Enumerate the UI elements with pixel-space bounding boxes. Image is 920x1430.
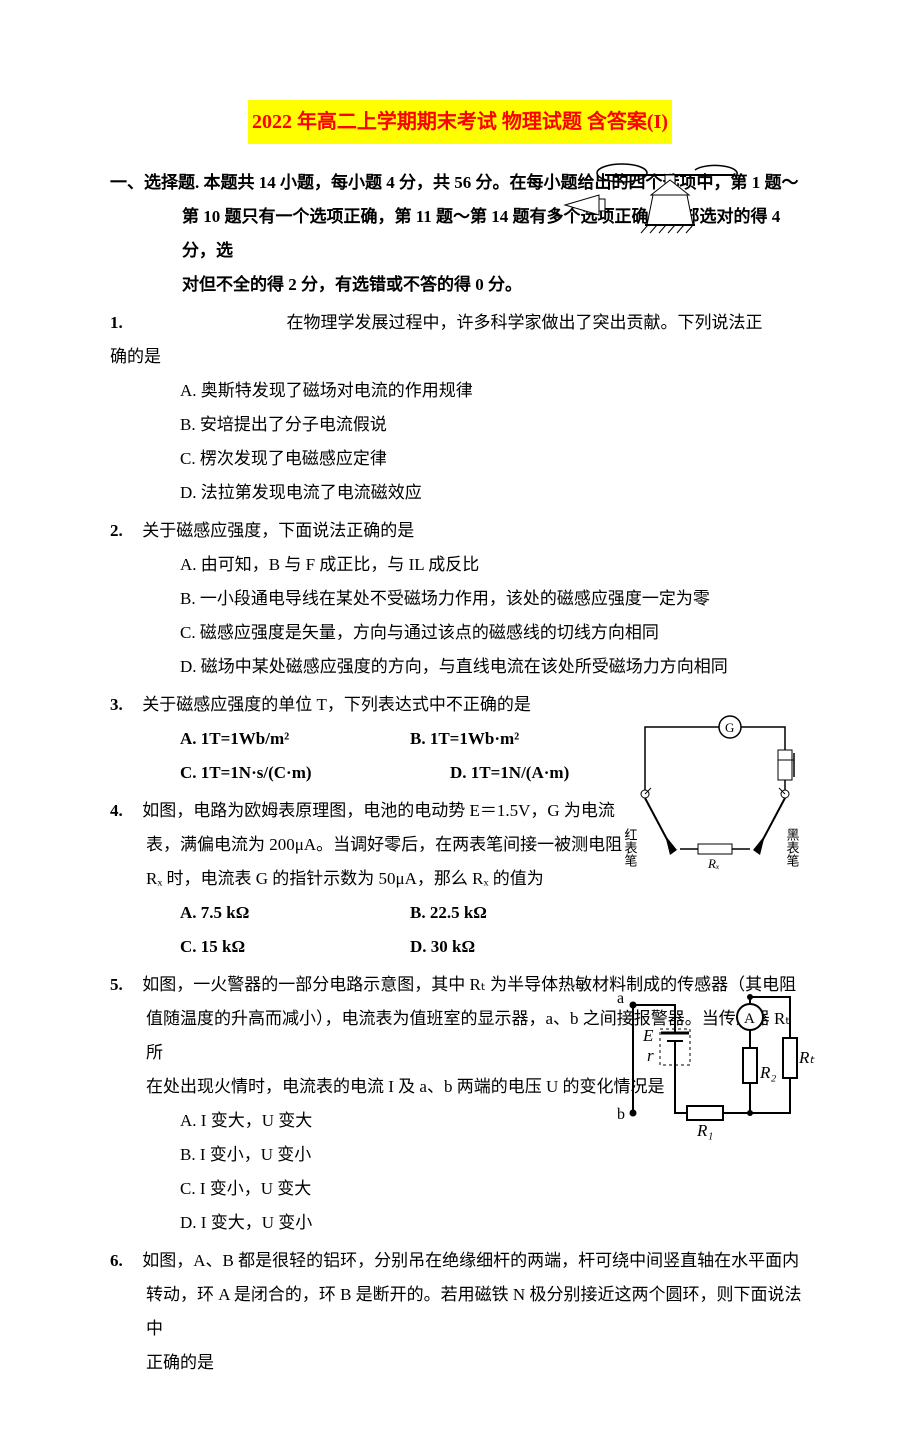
question-2: 2. 关于磁感应强度，下面说法正确的是 bbox=[110, 514, 810, 548]
question-6: 6. 如图，A、B 都是很轻的铝环，分别吊在绝缘细杆的两端，杆可绕中间竖直轴在水… bbox=[110, 1244, 810, 1278]
q2-num: 2. bbox=[110, 514, 138, 548]
q5Dt: D. I 变大，U 变小 bbox=[180, 1213, 312, 1232]
ohmmeter-circuit-icon: G 红表笔 黑表笔 Rₓ bbox=[630, 715, 810, 885]
figure-top-rings: S bbox=[575, 155, 755, 262]
q1-num: 1. bbox=[110, 306, 138, 340]
q2-optA: A. 由可知，B 与 F 成正比，与 IL 成反比 bbox=[110, 548, 810, 582]
q6-l1: 如图，A、B 都是很轻的铝环，分别吊在绝缘细杆的两端，杆可绕中间竖直轴在水平面内 bbox=[142, 1251, 799, 1270]
svg-text:b: b bbox=[617, 1106, 625, 1123]
svg-text:红表笔: 红表笔 bbox=[623, 827, 638, 867]
q1-text2: 确的是 bbox=[110, 340, 810, 374]
svg-text:Rₜ: Rₜ bbox=[798, 1048, 815, 1067]
q1-optD: D. 法拉第发现电流了电流磁效应 bbox=[110, 476, 810, 510]
q4-optA: A. 7.5 kΩ bbox=[180, 896, 410, 930]
q2-A-text: A. 由可知，B 与 F 成正比，与 IL 成反比 bbox=[180, 555, 479, 574]
q1-optB: B. 安培提出了分子电流假说 bbox=[110, 408, 810, 442]
q4-optB: B. 22.5 kΩ bbox=[410, 896, 640, 930]
section3-txt: 对但不全的得 2 分，有选错或不答的得 0 分。 bbox=[182, 275, 522, 294]
q2-optD: D. 磁场中某处磁感应强度的方向，与直线电流在该处所受磁场力方向相同 bbox=[110, 650, 810, 684]
q4l3t: Rₓ 时，电流表 G 的指针示数为 50μA，那么 Rₓ 的值为 bbox=[146, 869, 544, 888]
q6-num: 6. bbox=[110, 1244, 138, 1278]
q5-l1: 如图，一火警器的一部分电路示意图，其中 Rₜ 为半导体热敏材料制成的传感器（其电… bbox=[142, 975, 796, 994]
q3-text: 关于磁感应强度的单位 T，下列表达式中不正确的是 bbox=[142, 695, 531, 714]
q5-optD: D. I 变大，U 变小 bbox=[110, 1206, 810, 1240]
svg-text:R₁: R₁ bbox=[696, 1121, 713, 1140]
figure-q5: a E r b R₁ R₂ A Rₜ bbox=[615, 993, 810, 1150]
q6-l3: 正确的是 bbox=[110, 1346, 810, 1380]
svg-text:S: S bbox=[553, 207, 561, 222]
svg-text:E: E bbox=[642, 1026, 654, 1045]
q4-num: 4. bbox=[110, 794, 138, 828]
svg-text:Rₓ: Rₓ bbox=[707, 856, 720, 871]
svg-text:a: a bbox=[617, 990, 624, 1007]
exam-page: 2022 年高二上学期期末考试 物理试题 含答案(I) S 一、选择题. 本题共… bbox=[0, 0, 920, 1430]
q5-optC: C. I 变小，U 变大 bbox=[110, 1172, 810, 1206]
q6-l2: 转动，环 A 是闭合的，环 B 是断开的。若用磁铁 N 极分别接近这两个圆环，则… bbox=[110, 1278, 810, 1346]
q2-text: 关于磁感应强度，下面说法正确的是 bbox=[142, 521, 414, 540]
q4-row1: A. 7.5 kΩ B. 22.5 kΩ bbox=[110, 896, 810, 930]
q5Bt: B. I 变小，U 变小 bbox=[180, 1145, 311, 1164]
q3-optB: B. 1T=1Wb·m² bbox=[410, 722, 640, 756]
svg-text:R₂: R₂ bbox=[759, 1063, 776, 1082]
q4-optD: D. 30 kΩ bbox=[410, 930, 640, 964]
q1-text1: 在物理学发展过程中，许多科学家做出了突出贡献。下列说法正 bbox=[287, 313, 763, 332]
q5-num: 5. bbox=[110, 968, 138, 1002]
q3-num: 3. bbox=[110, 688, 138, 722]
title-wrap: 2022 年高二上学期期末考试 物理试题 含答案(I) bbox=[110, 100, 810, 144]
q3-optC: C. 1T=1N·s/(C·m) bbox=[180, 756, 410, 790]
q2-optB: B. 一小段通电导线在某处不受磁场力作用，该处的磁感应强度一定为零 bbox=[110, 582, 810, 616]
q4-optC: C. 15 kΩ bbox=[180, 930, 410, 964]
q4-row2: C. 15 kΩ D. 30 kΩ bbox=[110, 930, 810, 964]
svg-text:G: G bbox=[725, 720, 734, 735]
q1-optA: A. 奥斯特发现了磁场对电流的作用规律 bbox=[110, 374, 810, 408]
q1-optC: C. 楞次发现了电磁感应定律 bbox=[110, 442, 810, 476]
fire-alarm-circuit-icon: a E r b R₁ R₂ A Rₜ bbox=[615, 993, 810, 1138]
q4-l1: 如图，电路为欧姆表原理图，电池的电动势 E＝1.5V，G 为电流 bbox=[142, 801, 615, 820]
figure-q4: G 红表笔 黑表笔 Rₓ bbox=[630, 715, 810, 897]
q5Ct: C. I 变小，U 变大 bbox=[180, 1179, 311, 1198]
q2-optC: C. 磁感应强度是矢量，方向与通过该点的磁感线的切线方向相同 bbox=[110, 616, 810, 650]
question-1: 1. 在物理学发展过程中，许多科学家做出了突出贡献。下列说法正 bbox=[110, 306, 810, 340]
q3-optA: A. 1T=1Wb/m² bbox=[180, 722, 410, 756]
q5At: A. I 变大，U 变大 bbox=[180, 1111, 312, 1130]
svg-text:r: r bbox=[647, 1046, 654, 1065]
page-title: 2022 年高二上学期期末考试 物理试题 含答案(I) bbox=[248, 100, 672, 144]
svg-text:A: A bbox=[744, 1011, 755, 1027]
rings-balance-icon: S bbox=[575, 155, 755, 250]
section-line3: 对但不全的得 2 分，有选错或不答的得 0 分。 bbox=[110, 268, 810, 302]
svg-text:黑表笔: 黑表笔 bbox=[785, 828, 800, 867]
